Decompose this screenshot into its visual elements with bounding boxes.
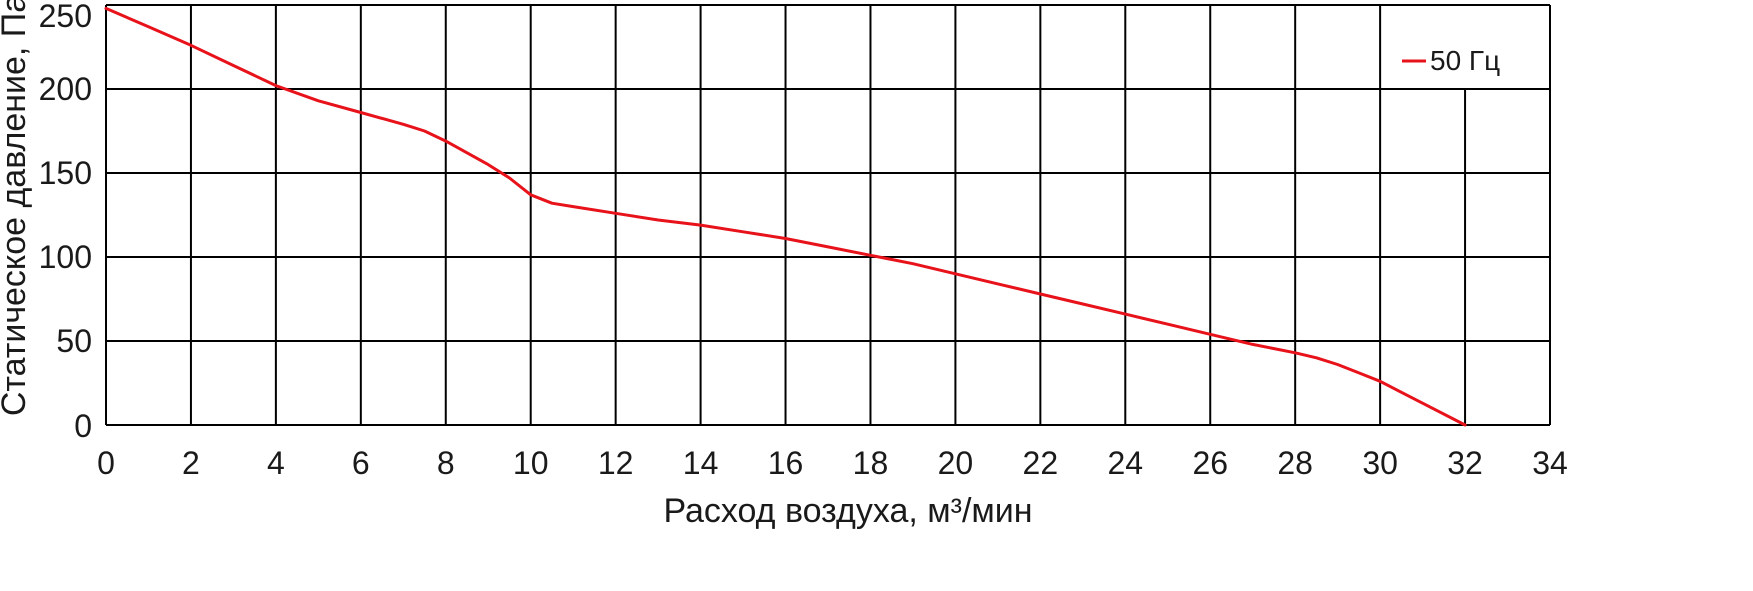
legend: 50 Гц [1385,15,1535,88]
x-tick-label: 6 [352,445,370,481]
x-tick-labels: 0 2 4 6 8 10 12 14 16 18 20 22 24 26 28 30 32 34 [97,445,1568,481]
y-tick-label: 0 [74,408,92,444]
x-tick-label: 32 [1447,445,1483,481]
y-axis-title: Статическое давление, Па [0,0,33,416]
x-tick-label: 10 [513,445,549,481]
grid [105,4,1551,426]
series-line [104,6,1467,427]
x-axis-title: Расход воздуха, м³/мин [663,492,1032,530]
y-tick-label: 250 [39,0,92,34]
legend-label: 50 Гц [1430,45,1500,76]
x-tick-label: 28 [1277,445,1313,481]
x-tick-label: 0 [97,445,115,481]
series-layer [104,6,1467,427]
x-tick-label: 8 [437,445,455,481]
y-tick-label: 150 [39,155,92,191]
x-tick-label: 14 [683,445,719,481]
x-tick-label: 24 [1107,445,1143,481]
x-tick-label: 2 [182,445,200,481]
y-tick-label: 50 [56,323,92,359]
x-tick-label: 22 [1023,445,1059,481]
y-tick-label: 100 [39,239,92,275]
x-tick-label: 34 [1532,445,1568,481]
x-tick-label: 26 [1192,445,1228,481]
x-tick-label: 16 [768,445,804,481]
x-tick-label: 20 [938,445,974,481]
y-tick-labels: 0 50 100 150 200 250 [39,0,92,444]
x-tick-label: 12 [598,445,634,481]
legend-background [1385,15,1535,88]
y-tick-label: 200 [39,71,92,107]
x-tick-label: 4 [267,445,285,481]
x-tick-label: 30 [1362,445,1398,481]
x-tick-label: 18 [853,445,889,481]
